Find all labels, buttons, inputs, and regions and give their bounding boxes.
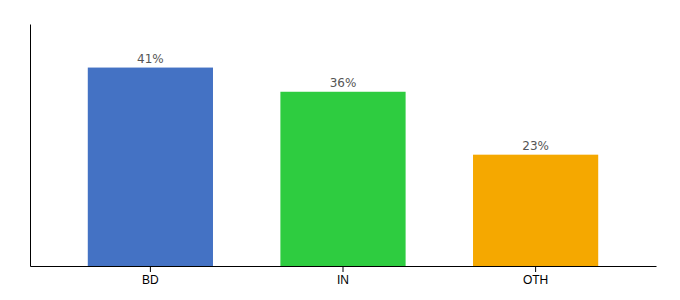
- x-tick: BD: [142, 266, 159, 287]
- x-tick: IN: [337, 266, 349, 287]
- x-tick-label: IN: [337, 273, 349, 287]
- y-axis: [30, 25, 31, 267]
- x-tick-mark: [343, 266, 344, 272]
- bar: [473, 155, 598, 266]
- x-tick: OTH: [523, 266, 548, 287]
- data-label: 36%: [330, 76, 357, 90]
- x-axis: BD IN OTH: [31, 266, 657, 287]
- bars: [88, 68, 598, 266]
- data-label: 23%: [522, 139, 549, 153]
- x-tick-label: BD: [142, 273, 159, 287]
- x-tick-label: OTH: [523, 273, 548, 287]
- x-tick-mark: [150, 266, 151, 272]
- chart: BD IN OTH 41% 36% 23%: [0, 0, 680, 300]
- bar: [280, 92, 405, 266]
- y-axis-line: [30, 25, 31, 267]
- plot: BD IN OTH 41% 36% 23%: [31, 25, 657, 287]
- data-label: 41%: [137, 52, 164, 66]
- bar: [88, 68, 213, 266]
- data-labels: 41% 36% 23%: [137, 52, 549, 153]
- x-tick-mark: [535, 266, 536, 272]
